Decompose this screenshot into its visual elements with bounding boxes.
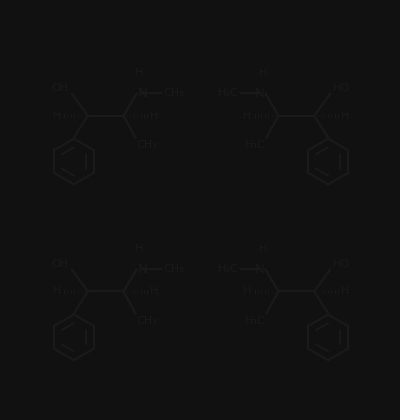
Text: HO: HO — [333, 83, 350, 93]
Text: H: H — [258, 68, 267, 78]
Text: OH: OH — [52, 259, 69, 269]
Text: H: H — [135, 68, 144, 78]
Text: CH₃: CH₃ — [136, 140, 157, 150]
Text: HO: HO — [333, 259, 350, 269]
Text: N: N — [255, 87, 264, 100]
Text: H₃C: H₃C — [218, 88, 239, 98]
Text: CH₃: CH₃ — [163, 264, 184, 273]
Text: OH: OH — [52, 83, 69, 93]
Text: H: H — [341, 286, 349, 297]
Text: N: N — [138, 263, 147, 276]
Text: H: H — [150, 286, 159, 297]
Text: N: N — [138, 87, 147, 100]
Text: H₃C: H₃C — [245, 140, 266, 150]
Text: H: H — [150, 110, 159, 121]
Text: H₃C: H₃C — [218, 264, 239, 273]
Text: H: H — [135, 244, 144, 254]
Text: H: H — [52, 286, 61, 297]
Text: H₃C: H₃C — [245, 316, 266, 326]
Text: H: H — [243, 286, 252, 297]
Text: N: N — [255, 263, 264, 276]
Text: CH₃: CH₃ — [136, 316, 157, 326]
Text: H: H — [52, 110, 61, 121]
Text: H: H — [243, 110, 252, 121]
Text: H: H — [341, 110, 349, 121]
Text: CH₃: CH₃ — [163, 88, 184, 98]
Text: H: H — [258, 244, 267, 254]
